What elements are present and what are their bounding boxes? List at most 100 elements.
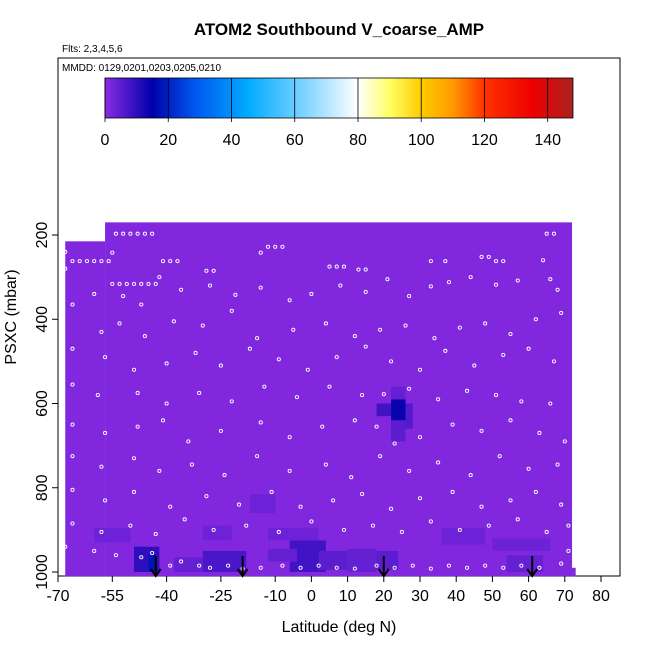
x-tick-label: 50	[484, 588, 502, 605]
colorbar-tick-label: 60	[286, 132, 304, 149]
heatmap-cell	[267, 527, 319, 541]
observation-marker	[131, 456, 137, 461]
observation-marker	[508, 418, 513, 423]
observation-marker	[131, 281, 137, 286]
observation-marker	[135, 424, 140, 429]
heatmap-cell	[347, 548, 377, 572]
observation-marker	[128, 231, 133, 236]
observation-marker	[70, 454, 75, 459]
observation-marker	[99, 259, 104, 264]
observation-marker	[349, 475, 354, 480]
field-coverage-band	[572, 567, 576, 577]
observation-marker	[298, 504, 303, 509]
observation-marker	[189, 462, 194, 467]
observation-marker	[559, 310, 564, 315]
observation-marker	[559, 502, 564, 507]
observation-marker	[204, 494, 209, 499]
observation-marker	[211, 527, 216, 532]
observation-marker	[139, 302, 144, 307]
observation-marker	[294, 395, 299, 400]
observation-marker	[160, 259, 166, 264]
observation-marker	[99, 329, 104, 334]
heatmap-cell	[267, 548, 297, 562]
observation-marker	[258, 285, 263, 290]
observation-marker	[323, 321, 328, 326]
heatmap-field	[65, 222, 576, 577]
observation-marker	[103, 430, 108, 436]
observation-marker	[468, 473, 473, 478]
observation-marker	[399, 529, 404, 535]
observation-marker	[537, 565, 542, 570]
observation-marker	[320, 424, 325, 429]
observation-marker	[160, 418, 166, 423]
heatmap-cell	[202, 525, 232, 541]
observation-marker	[168, 259, 173, 264]
observation-marker	[446, 280, 452, 285]
heatmap-cell	[506, 555, 544, 572]
observation-marker	[562, 439, 567, 444]
observation-marker	[548, 277, 553, 282]
observation-marker	[483, 563, 488, 568]
observation-marker	[497, 454, 502, 459]
observation-marker	[410, 563, 415, 568]
observation-marker	[374, 424, 379, 429]
observation-marker	[197, 390, 202, 396]
observation-marker	[255, 454, 260, 459]
observation-marker	[153, 532, 158, 537]
observation-marker	[150, 550, 155, 556]
observation-marker	[70, 259, 75, 264]
observation-marker	[139, 555, 144, 560]
observation-marker	[63, 249, 68, 254]
observation-marker	[388, 506, 394, 511]
colorbar-gradient	[104, 77, 574, 119]
observation-marker	[457, 325, 462, 330]
observation-marker	[378, 327, 383, 332]
observation-marker	[465, 388, 470, 393]
observation-marker	[403, 323, 408, 328]
observation-marker	[218, 428, 223, 433]
observation-marker	[157, 468, 162, 473]
heatmap-cell	[441, 527, 486, 545]
observation-marker	[374, 563, 379, 568]
heatmap-cell	[492, 538, 551, 551]
observation-marker	[128, 523, 133, 528]
observation-marker	[309, 519, 314, 524]
observation-marker	[247, 346, 252, 351]
observation-marker	[428, 284, 433, 289]
observation-marker	[124, 281, 129, 286]
y-tick-label: 400	[34, 306, 51, 333]
observation-marker	[63, 544, 68, 549]
location-arrow	[236, 556, 249, 578]
observation-marker	[168, 504, 173, 509]
x-tick-label: 80	[592, 588, 610, 605]
heatmap-cell	[202, 550, 247, 572]
observation-marker	[229, 399, 234, 404]
observation-marker	[103, 355, 108, 360]
observation-marker	[483, 321, 488, 326]
observation-marker	[211, 268, 216, 273]
x-tick-label: -55	[101, 588, 124, 605]
observation-marker	[432, 336, 437, 341]
observation-marker	[280, 563, 285, 568]
observation-marker	[352, 418, 357, 423]
observation-marker	[131, 489, 137, 495]
observation-marker	[544, 231, 549, 236]
observation-marker	[255, 336, 260, 341]
observation-marker	[417, 496, 423, 501]
location-arrow	[526, 556, 539, 578]
observation-marker	[446, 563, 452, 568]
observation-marker	[280, 244, 285, 249]
field-coverage-band	[65, 241, 106, 577]
observation-marker	[407, 468, 412, 473]
observation-marker	[385, 277, 390, 282]
heatmap-cell	[249, 494, 276, 514]
colorbar-ticks: 0 20 40 60 80 100 120 140	[101, 78, 561, 149]
dates-subtitle: MMDD: 0129,0201,0203,0205,0210	[62, 63, 221, 74]
heatmap-cell	[318, 550, 348, 570]
x-tick-label: 0	[307, 588, 316, 605]
observation-marker	[338, 283, 343, 288]
observation-marker	[298, 565, 303, 570]
observation-marker	[407, 386, 412, 391]
observation-marker	[334, 565, 339, 570]
